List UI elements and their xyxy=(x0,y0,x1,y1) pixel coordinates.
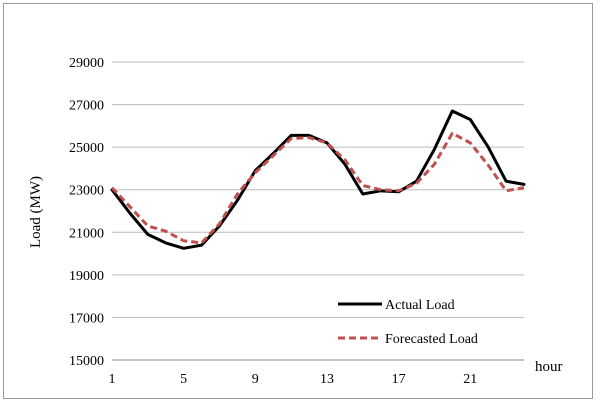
legend-label-forecasted-load: Forecasted Load xyxy=(385,332,478,347)
x-tick-label: 13 xyxy=(320,372,334,387)
series-line-forecasted-load xyxy=(110,131,525,245)
y-tick-label: 27000 xyxy=(69,99,104,114)
chart-frame xyxy=(3,3,593,399)
y-tick-label: 23000 xyxy=(69,184,104,199)
y-tick-label: 15000 xyxy=(69,354,104,369)
legend-label-actual-load: Actual Load xyxy=(385,298,455,313)
series-lines xyxy=(110,109,526,250)
y-axis-label: Load (MW) xyxy=(28,176,44,248)
gridlines xyxy=(112,61,524,318)
x-tick-label: 9 xyxy=(252,372,259,387)
y-tick-label: 25000 xyxy=(69,141,104,156)
y-tick-label: 17000 xyxy=(69,311,104,326)
x-tick-label: 17 xyxy=(392,372,406,387)
x-axis-label: hour xyxy=(535,359,563,375)
x-axis-tick-labels: 1 5 9 13 17 21 xyxy=(109,372,478,387)
y-tick-label: 21000 xyxy=(69,226,104,241)
series-line-actual-load xyxy=(110,109,526,250)
x-tick-label: 21 xyxy=(463,372,477,387)
y-tick-label: 19000 xyxy=(69,269,104,284)
x-tick-label: 1 xyxy=(109,372,116,387)
y-tick-label: 29000 xyxy=(69,56,104,71)
legend: Actual Load Forecasted Load xyxy=(338,298,478,347)
x-tick-label: 5 xyxy=(180,372,187,387)
y-axis-tick-labels: 15000 17000 19000 21000 23000 25000 27000 29000 xyxy=(69,56,104,369)
